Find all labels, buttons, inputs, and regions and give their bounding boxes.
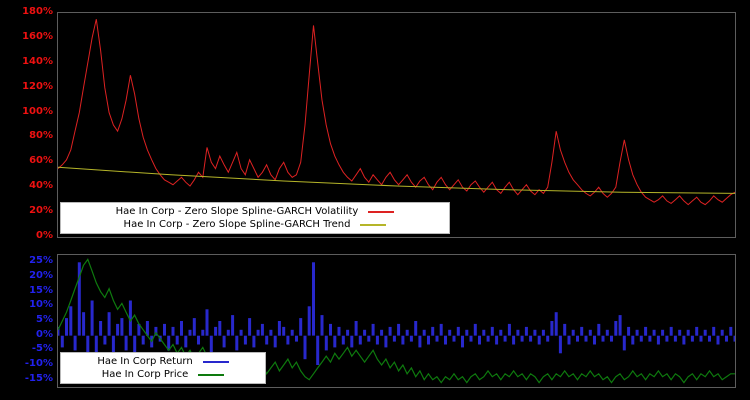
legend-line-sample	[368, 210, 395, 213]
y-tick-label: 10%	[29, 299, 53, 311]
volatility-chart-svg	[58, 19, 735, 206]
legend-item: Hae In Corp Return	[69, 355, 257, 368]
y-tick-label: -5%	[31, 343, 53, 355]
y-tick-label: 0%	[36, 328, 53, 340]
price-line	[58, 258, 735, 384]
y-tick-label: 140%	[22, 55, 53, 67]
y-tick-label: 60%	[29, 155, 53, 167]
y-tick-label: 20%	[29, 205, 53, 217]
legend-label: Hae In Corp - Zero Slope Spline-GARCH Vo…	[115, 206, 359, 217]
y-tick-label: 20%	[29, 270, 53, 281]
volatility-panel: 0% 20% 40% 60% 80% 100% 120% 140% 160% 180% Hae In…	[0, 6, 750, 242]
volatility-plot-area	[57, 12, 736, 238]
legend-line-sample	[202, 360, 229, 363]
y-tick-label: 15%	[29, 284, 53, 296]
legend-item: Hae In Corp - Zero Slope Spline-GARCH Vo…	[69, 205, 441, 218]
y-tick-label: 100%	[22, 105, 53, 117]
returns-chart-svg	[58, 258, 735, 384]
legend-line-sample	[360, 223, 387, 226]
trend-line	[58, 166, 735, 194]
returns-plot-area	[57, 254, 736, 388]
y-tick-label: 180%	[22, 6, 53, 17]
y-tick-label: 160%	[22, 30, 53, 42]
return-bars	[58, 262, 735, 365]
y-tick-label: 120%	[22, 80, 53, 92]
y-tick-label: 5%	[36, 314, 53, 325]
legend-label: Hae In Corp Price	[101, 369, 189, 380]
legend-item: Hae In Corp - Zero Slope Spline-GARCH Tr…	[69, 218, 441, 231]
legend-line-sample	[198, 373, 225, 376]
returns-panel: -15% -10% -5% 0% 5% 10% 15% 20% 25% Hae In Corp R…	[0, 250, 750, 392]
y-tick-label: 25%	[29, 255, 53, 267]
y-tick-label: -15%	[24, 372, 53, 384]
y-tick-label: 0%	[36, 230, 53, 241]
y-tick-label: -10%	[24, 358, 53, 369]
legend-label: Hae In Corp Return	[97, 356, 193, 367]
legend: Hae In Corp - Zero Slope Spline-GARCH Vo…	[60, 202, 450, 234]
volatility-line	[58, 19, 735, 206]
y-tick-label: 80%	[29, 130, 53, 142]
legend-item: Hae In Corp Price	[69, 368, 257, 381]
legend: Hae In Corp Return Hae In Corp Price	[60, 352, 266, 384]
y-tick-label: 40%	[29, 180, 53, 192]
legend-label: Hae In Corp - Zero Slope Spline-GARCH Tr…	[123, 219, 351, 230]
